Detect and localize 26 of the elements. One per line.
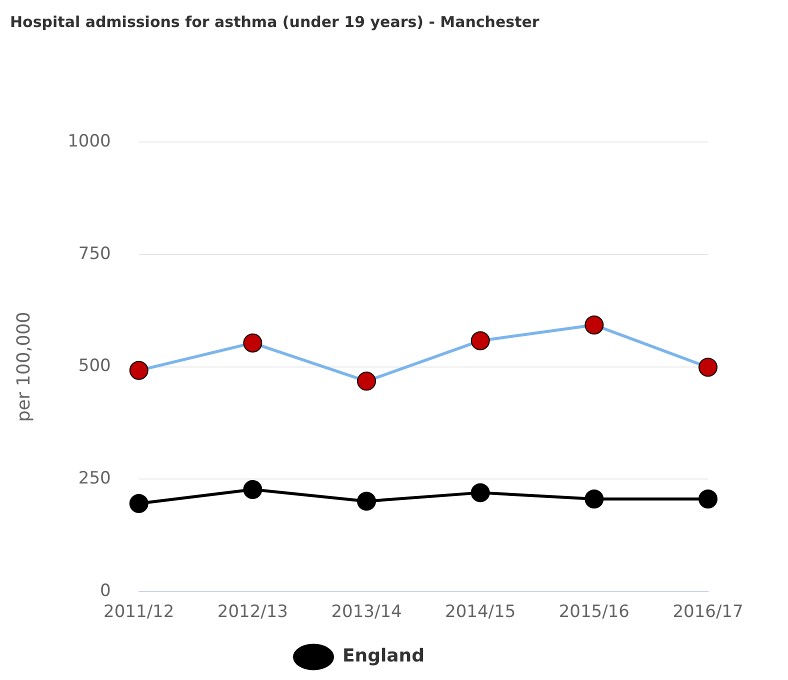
point [584,315,604,334]
point [129,360,148,380]
y-tick-label: 250 [78,468,111,489]
point [698,489,718,508]
point [470,483,490,502]
point [243,333,262,352]
point [357,492,376,511]
point [357,372,376,391]
x-tick-label: 2015/16 [558,602,630,622]
y-axis-title: per 100,000 [13,312,34,422]
x-tick-label: 2014/15 [445,602,516,622]
point [584,489,604,508]
y-tick-label: 1000 [68,131,111,152]
point [243,480,262,500]
point [470,331,490,350]
y-tick-label: 0 [100,581,111,602]
y-tick-label: 500 [78,356,111,376]
point [129,494,148,513]
y-tick-label: 750 [78,244,111,264]
x-tick-label: 2013/14 [331,602,402,622]
chart-title: Hospital admissions for asthma (under 19 years) - Manchester [10,12,540,31]
x-tick-label: 2011/12 [104,602,174,622]
point [698,358,718,377]
x-tick-label: 2012/13 [217,602,288,622]
x-tick-label: 2016/17 [672,602,744,622]
legend-label: England [342,646,425,667]
